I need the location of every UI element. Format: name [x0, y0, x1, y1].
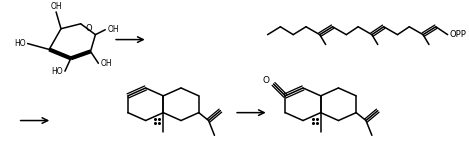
Text: OH: OH [107, 25, 119, 34]
Text: OH: OH [100, 59, 112, 68]
Text: HO: HO [14, 39, 26, 48]
Text: O: O [85, 24, 92, 33]
Text: OPP: OPP [450, 30, 467, 39]
Text: OH: OH [50, 2, 62, 11]
Text: HO: HO [51, 67, 63, 76]
Text: O: O [262, 75, 269, 85]
